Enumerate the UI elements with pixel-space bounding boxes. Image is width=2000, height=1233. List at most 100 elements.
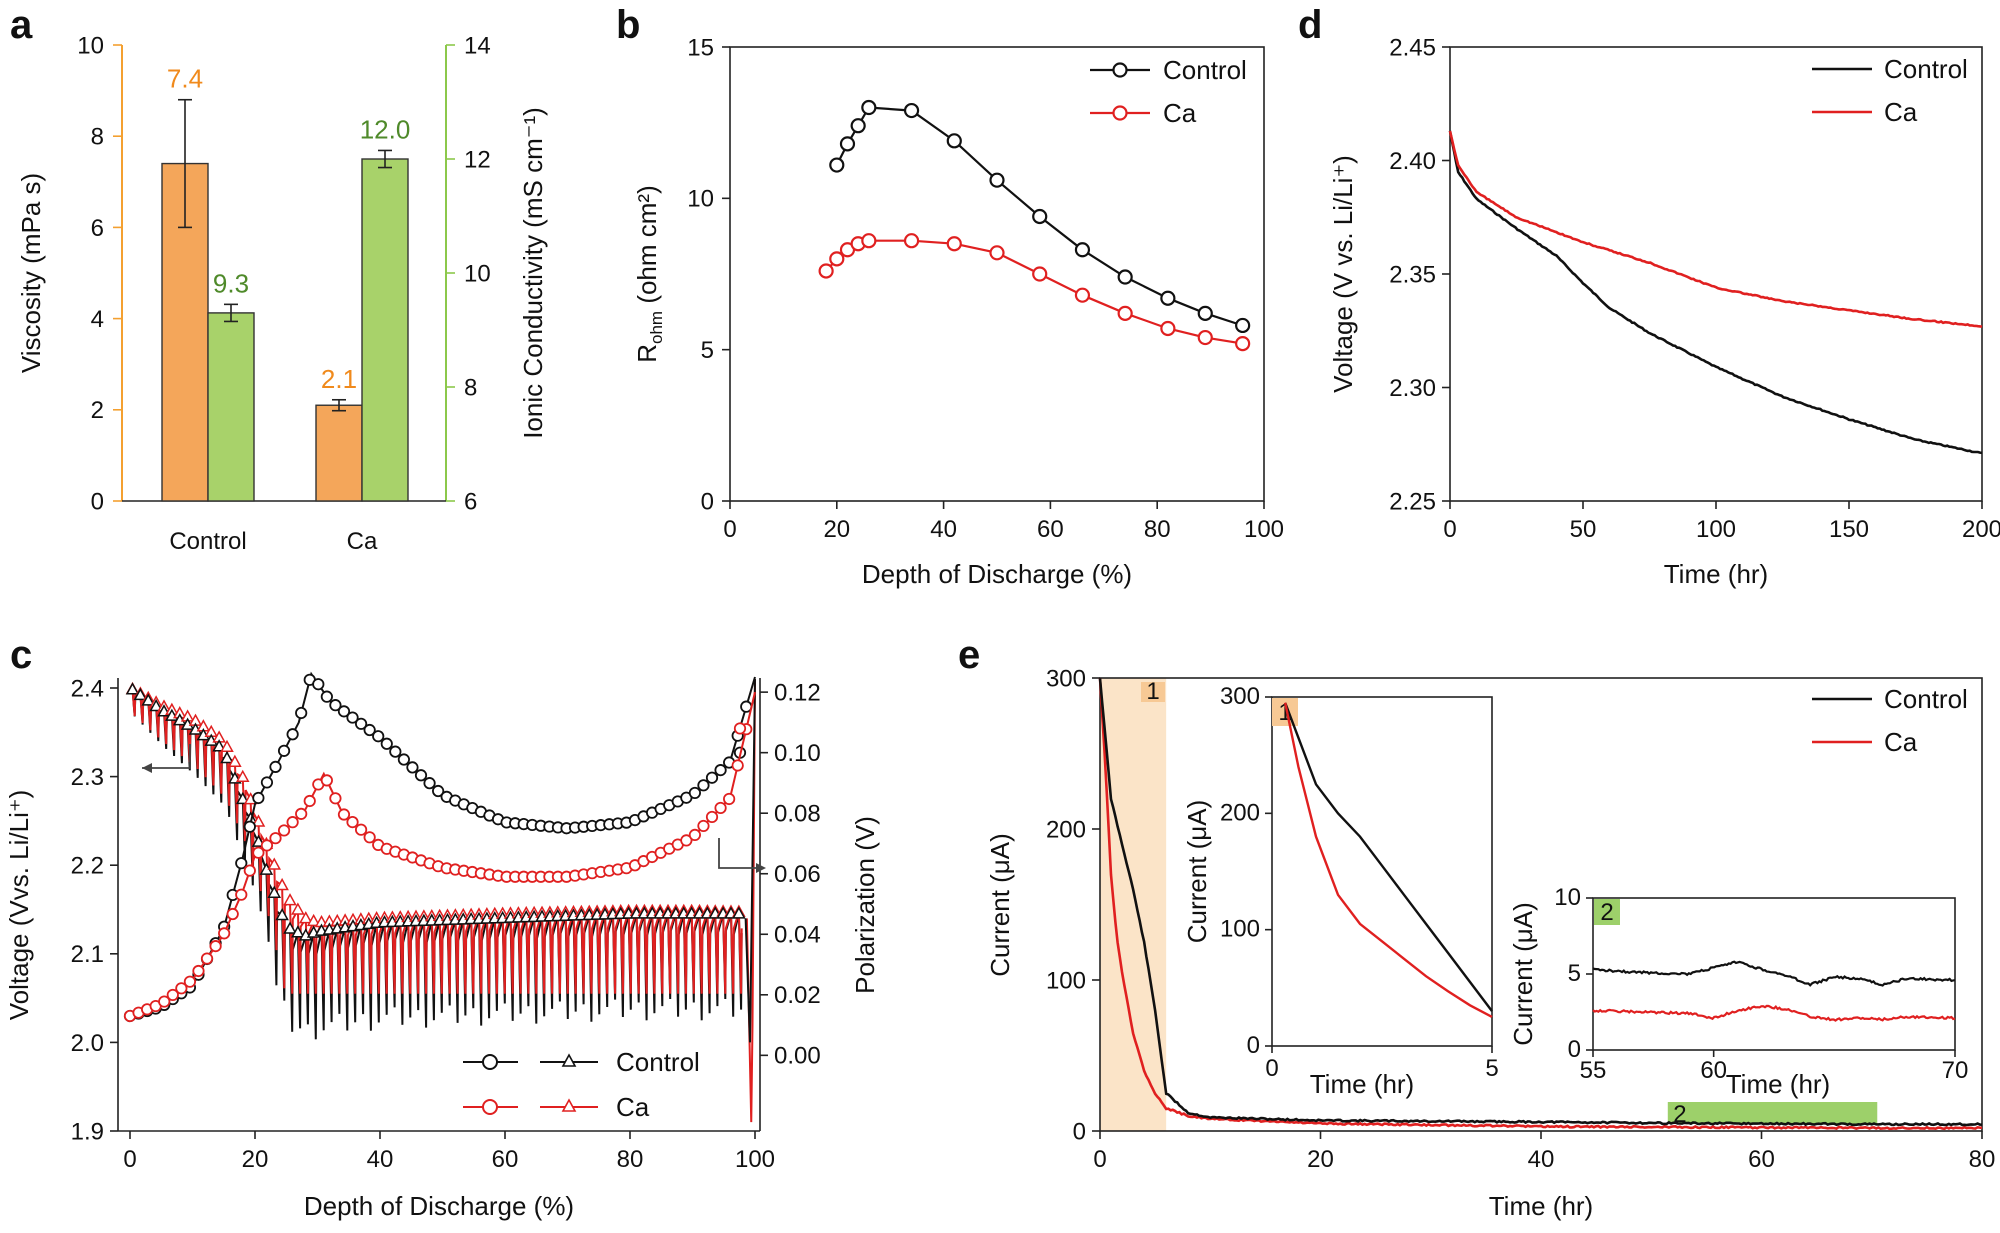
polarization-marker-control xyxy=(235,857,248,870)
legend-circle-marker xyxy=(482,1099,498,1115)
legend-marker xyxy=(1112,105,1128,121)
voltage-axis-tick-label: 2.3 xyxy=(71,764,104,791)
polarization-marker-control xyxy=(363,723,376,737)
viscosity-axis-tick-label: 0 xyxy=(91,488,104,515)
polarization-marker-ca xyxy=(329,792,342,805)
viscosity-axis-tick-label: 2 xyxy=(91,397,104,424)
voltage-trace-ca xyxy=(131,689,743,994)
data-point-control xyxy=(989,172,1005,188)
triangle-marker-control xyxy=(220,750,234,764)
triangle-marker-control xyxy=(149,698,163,712)
data-point-control xyxy=(1235,317,1251,334)
inset-1-x-axis-tick-label: 0 xyxy=(1265,1055,1278,1082)
inset-1-series-control xyxy=(1284,702,1493,1012)
data-point-control xyxy=(850,118,866,134)
voltage-axis-tick-label: 2.0 xyxy=(71,1030,104,1057)
polarization-marker-control xyxy=(406,761,419,774)
inset-1-y-axis-tick-label: 0 xyxy=(1247,1032,1260,1059)
arrow-head-right xyxy=(756,863,766,873)
viscosity-axis-tick-label: 4 xyxy=(91,306,104,333)
inset-1-x-title: Time (hr) xyxy=(1310,1069,1414,1099)
data-point-control xyxy=(946,133,962,149)
data-point-control xyxy=(861,99,877,116)
polarization-marker-control xyxy=(312,678,325,691)
conductivity-axis-tick-label: 14 xyxy=(464,32,491,59)
x-axis-tick-label: 0 xyxy=(723,516,736,543)
legend-label: Control xyxy=(1884,684,1968,714)
inset-1-x-axis-tick-label: 5 xyxy=(1485,1055,1498,1082)
polarization-marker-control xyxy=(397,753,410,766)
polarization-marker-ca xyxy=(723,792,736,806)
polarization-marker-ca xyxy=(166,988,179,1002)
x-axis-tick-label: 150 xyxy=(1829,516,1869,543)
y-axis-tick-label: 2.40 xyxy=(1389,148,1436,175)
category-label: Ca xyxy=(347,528,378,555)
polarization-marker-control xyxy=(688,786,701,800)
conductivity-axis-title: Ionic Conductivity (mS cm⁻¹) xyxy=(518,107,548,439)
polarization-marker-ca xyxy=(714,801,727,815)
legend-circle-marker xyxy=(482,1054,498,1070)
polarization-marker-ca xyxy=(183,975,197,988)
voltage-axis-tick-label: 2.1 xyxy=(71,941,104,968)
panel-b-rohm-vs-dod: b 0 20 40 60 80 100 0 5 10 15 Depth of Discharge (%… xyxy=(616,3,1284,589)
polarization-marker-ca xyxy=(697,819,710,833)
triangle-marker-ca xyxy=(306,913,321,927)
voltage-axis-title: Voltage (Vvs. Li/Li⁺) xyxy=(4,790,34,1021)
polarization-marker-ca xyxy=(175,982,188,995)
data-point-control xyxy=(1197,305,1213,321)
data-point-ca xyxy=(1074,287,1091,303)
series-line-control xyxy=(1448,130,1983,455)
inset-2-y-axis-tick-label: 0 xyxy=(1568,1036,1581,1063)
y-axis-tick-label: 2.45 xyxy=(1389,34,1436,61)
triangle-marker-ca xyxy=(220,739,234,753)
y-axis-tick-label: 2.25 xyxy=(1389,488,1436,515)
triangle-marker-ca xyxy=(298,911,313,924)
inset-2-series-control xyxy=(1592,960,1956,987)
polarization-marker-control xyxy=(705,771,719,784)
triangle-marker-ca xyxy=(235,769,250,783)
data-point-ca xyxy=(1197,329,1213,346)
x-axis-tick-label: 0 xyxy=(123,1146,136,1173)
polarization-marker-control xyxy=(380,737,393,750)
legend-label: Ca xyxy=(616,1092,650,1122)
polarization-axis-tick-label: 0.00 xyxy=(774,1043,821,1070)
polarization-marker-ca xyxy=(680,834,693,847)
polarization-marker-control xyxy=(346,711,359,724)
polarization-marker-ca xyxy=(252,846,265,859)
triangle-marker-ca xyxy=(228,754,242,767)
polarization-marker-ca xyxy=(705,810,719,824)
y-axis-tick-label: 300 xyxy=(1046,665,1086,692)
x-axis-title: Time (hr) xyxy=(1664,559,1768,589)
triangle-marker-control xyxy=(732,906,746,919)
data-point-control xyxy=(1160,290,1176,306)
viscosity-axis-tick-label: 8 xyxy=(91,124,104,151)
viscosity-axis-tick-label: 6 xyxy=(91,215,104,242)
polarization-marker-control xyxy=(243,820,256,833)
x-axis-tick-label: 60 xyxy=(492,1146,519,1173)
polarization-marker-control xyxy=(389,745,402,758)
data-point-control xyxy=(1117,269,1133,285)
panel-label-e: e xyxy=(958,633,980,677)
y-axis-tick-label: 0 xyxy=(1073,1118,1086,1145)
legend-label: Control xyxy=(1163,55,1247,85)
legend-label: Ca xyxy=(1884,727,1918,757)
polarization-marker-ca xyxy=(243,864,256,877)
data-point-ca xyxy=(1117,305,1133,321)
conductivity-axis-tick-label: 12 xyxy=(464,146,491,173)
polarization-marker-ca xyxy=(320,774,333,787)
polarization-axis-tick-label: 0.06 xyxy=(774,861,821,888)
polarization-marker-control xyxy=(372,730,385,743)
y-axis-tick-label: 100 xyxy=(1046,967,1086,994)
polarization-marker-ca xyxy=(235,888,248,901)
polarization-marker-ca xyxy=(363,831,376,844)
triangle-marker-ca xyxy=(291,902,305,915)
x-axis-tick-label: 80 xyxy=(617,1146,644,1173)
data-point-ca xyxy=(1160,320,1176,337)
data-point-ca xyxy=(1235,336,1251,352)
polarization-marker-control xyxy=(260,776,274,789)
conductivity-axis-tick-label: 10 xyxy=(464,260,491,287)
polarization-marker-control xyxy=(286,728,299,741)
inset-2-y-title: Current (μA) xyxy=(1508,902,1538,1046)
x-axis-tick-label: 20 xyxy=(242,1146,269,1173)
